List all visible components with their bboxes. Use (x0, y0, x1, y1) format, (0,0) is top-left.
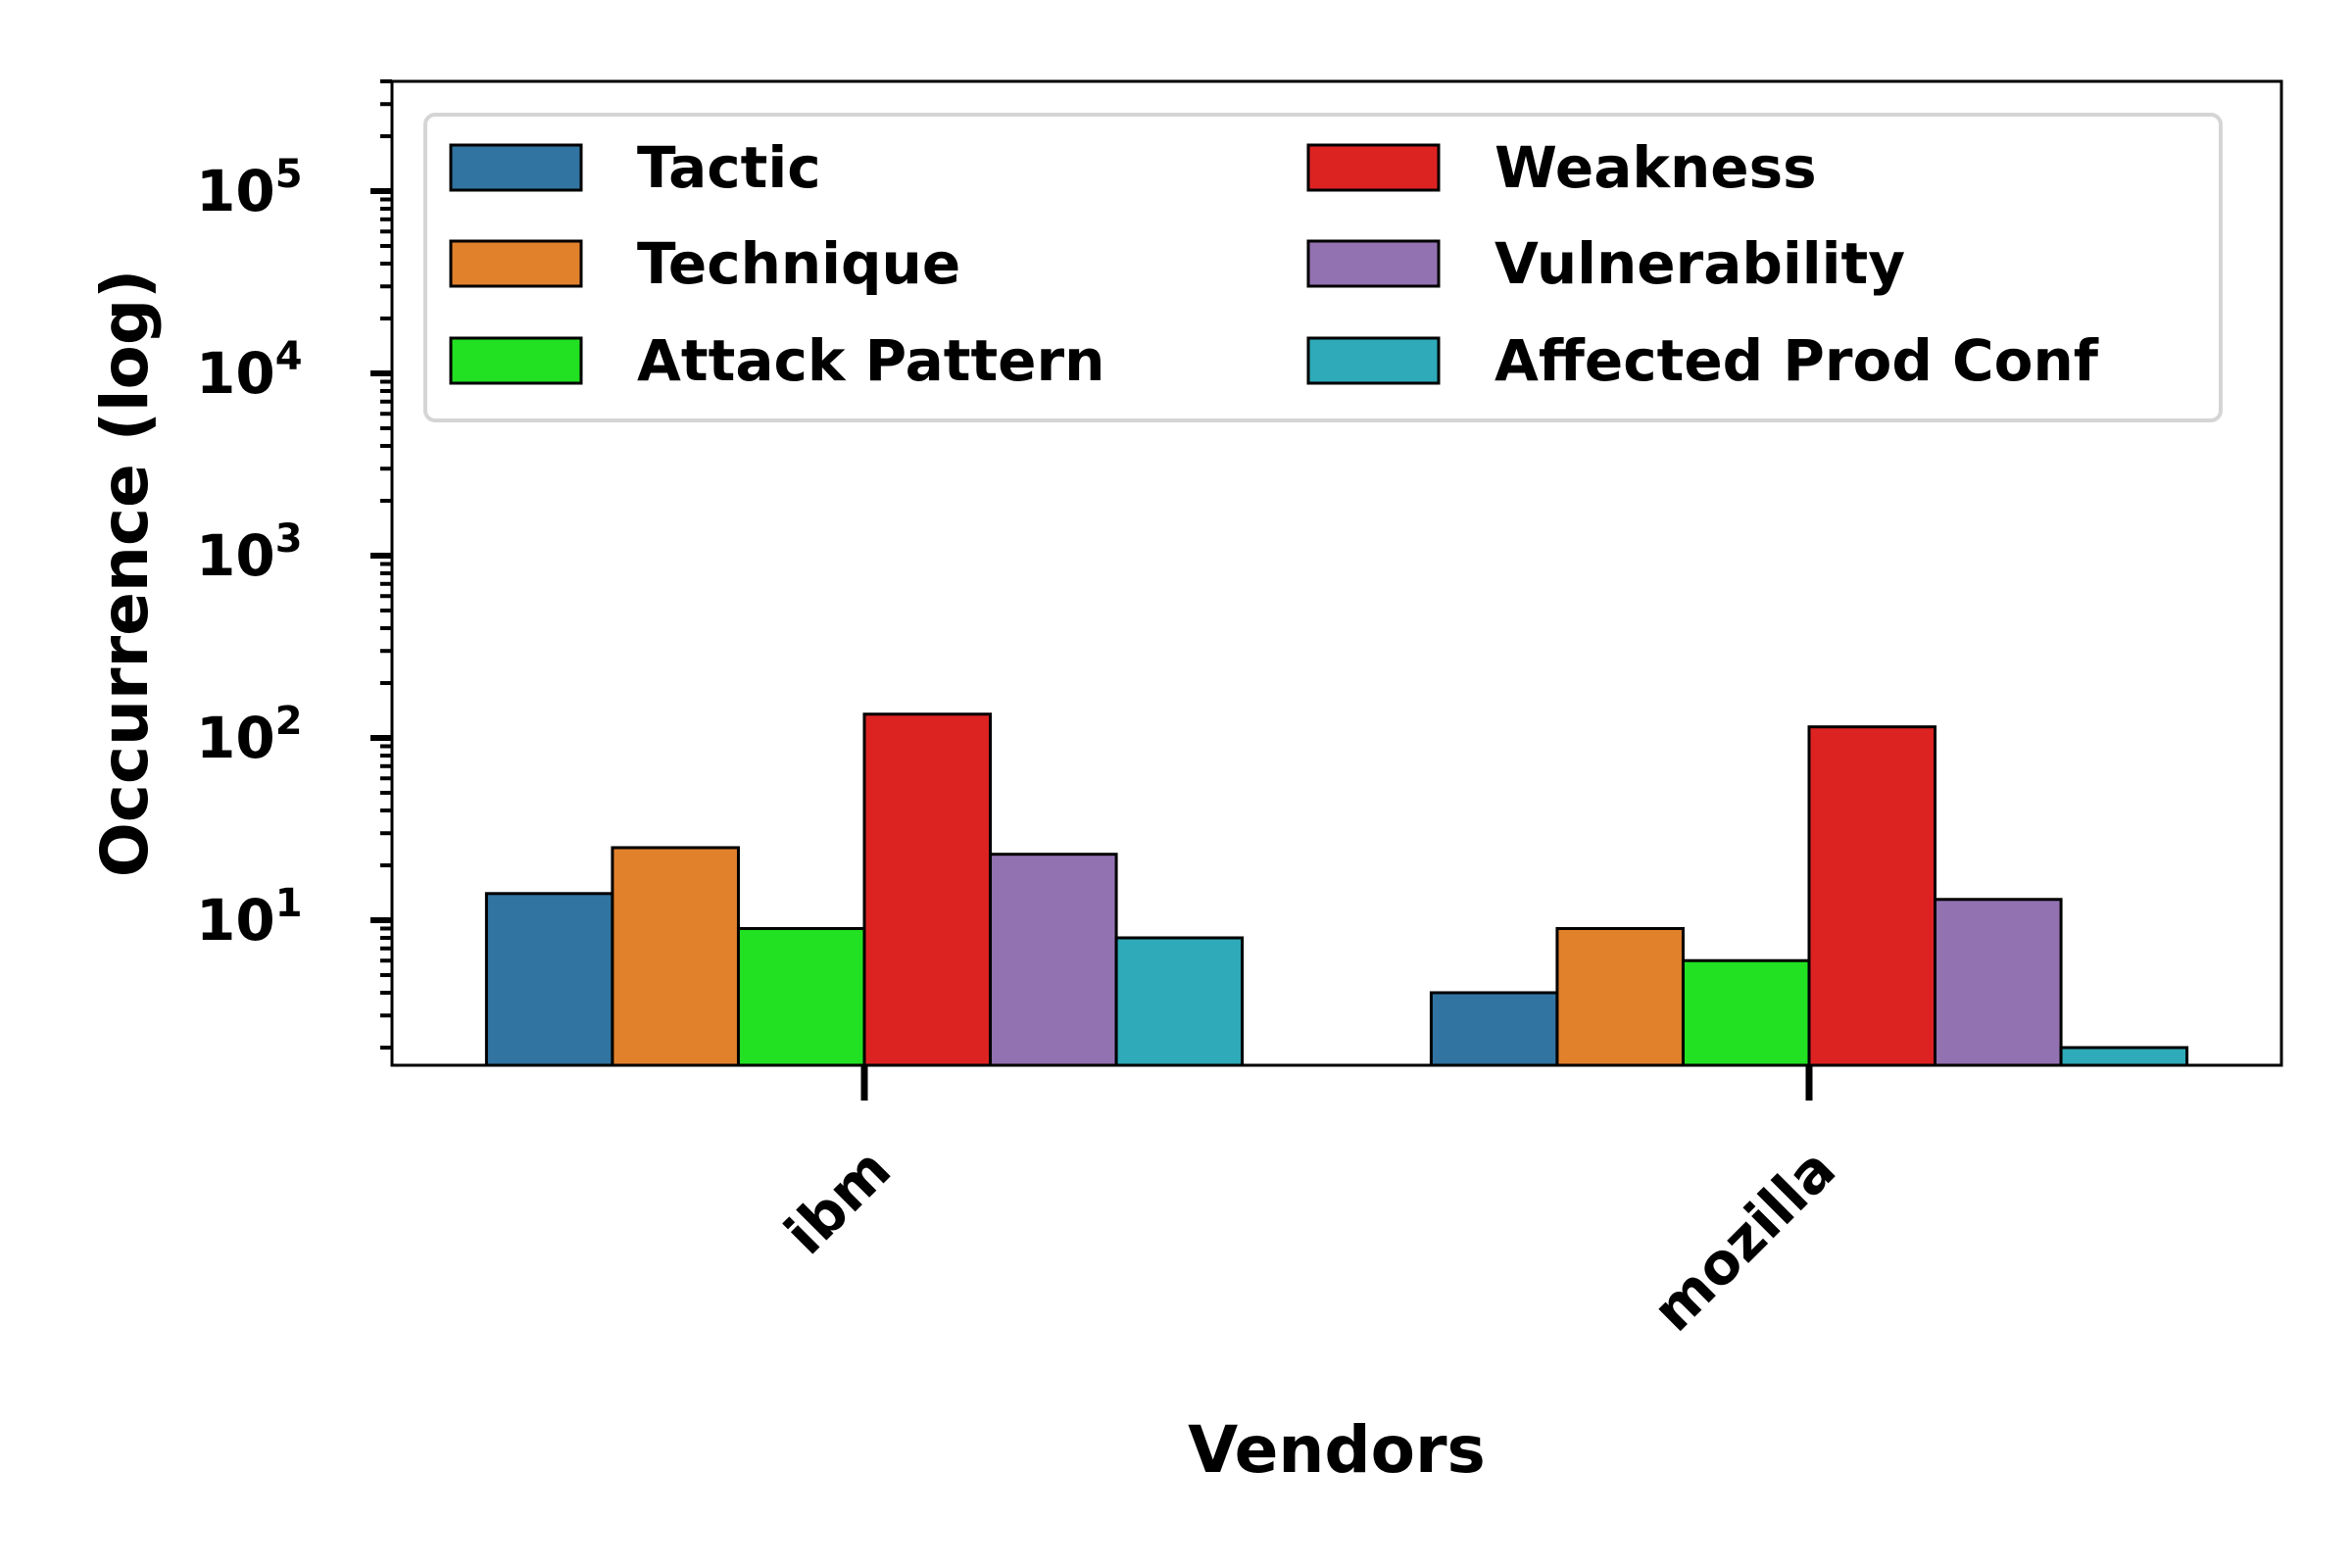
legend-item-attack-pattern: Attack Pattern (449, 327, 1104, 394)
legend-item-technique: Technique (449, 230, 960, 297)
bar-attack-pattern-ibm (736, 926, 866, 1067)
y-tick-label: 103 (196, 516, 303, 589)
legend-item-tactic: Tactic (449, 134, 821, 201)
legend-label: Affected Prod Conf (1494, 327, 2099, 394)
legend-label: Technique (637, 230, 960, 297)
bar-attack-pattern-mozilla (1681, 958, 1811, 1067)
bar-weakness-mozilla (1807, 725, 1937, 1067)
legend-label: Tactic (637, 134, 821, 201)
bar-affected-prod-conf-ibm (1114, 936, 1245, 1067)
legend-swatch (449, 239, 583, 288)
legend-swatch (1306, 239, 1441, 288)
bar-tactic-ibm (484, 892, 614, 1067)
legend: Tactic Technique Attack Pattern Weakness Vul… (423, 113, 2223, 422)
legend-label: Vulnerability (1494, 230, 1905, 297)
bar-vulnerability-mozilla (1934, 898, 2063, 1067)
bar-technique-mozilla (1555, 926, 1685, 1067)
bar-vulnerability-ibm (989, 853, 1118, 1067)
bar-technique-ibm (611, 846, 740, 1067)
x-axis-label: Vendors (1188, 1412, 1486, 1488)
y-tick-label: 101 (196, 881, 303, 954)
legend-swatch (449, 143, 583, 192)
y-axis: 101 102 103 104 105 (196, 79, 392, 1050)
legend-swatch (449, 336, 583, 385)
x-tick-label-mozilla: mozilla (1640, 1136, 1848, 1345)
legend-swatch (1306, 143, 1441, 192)
legend-item-vulnerability: Vulnerability (1306, 230, 1905, 297)
y-tick-label: 102 (196, 699, 303, 771)
legend-swatch (1306, 336, 1441, 385)
bars-group (484, 712, 2189, 1067)
legend-item-weakness: Weakness (1306, 134, 1817, 201)
y-tick-label: 105 (196, 152, 303, 224)
y-tick-label: 104 (196, 334, 303, 407)
legend-item-affected-prod-conf: Affected Prod Conf (1306, 327, 2099, 394)
x-axis: ibm mozilla (772, 1065, 1848, 1345)
y-axis-label: Occurrence (log) (87, 270, 163, 878)
bar-weakness-ibm (862, 712, 993, 1067)
bar-affected-prod-conf-mozilla (2059, 1046, 2189, 1067)
x-tick-label-ibm: ibm (772, 1136, 904, 1267)
bar-tactic-mozilla (1429, 991, 1559, 1067)
legend-label: Attack Pattern (637, 327, 1104, 394)
legend-label: Weakness (1494, 134, 1817, 201)
